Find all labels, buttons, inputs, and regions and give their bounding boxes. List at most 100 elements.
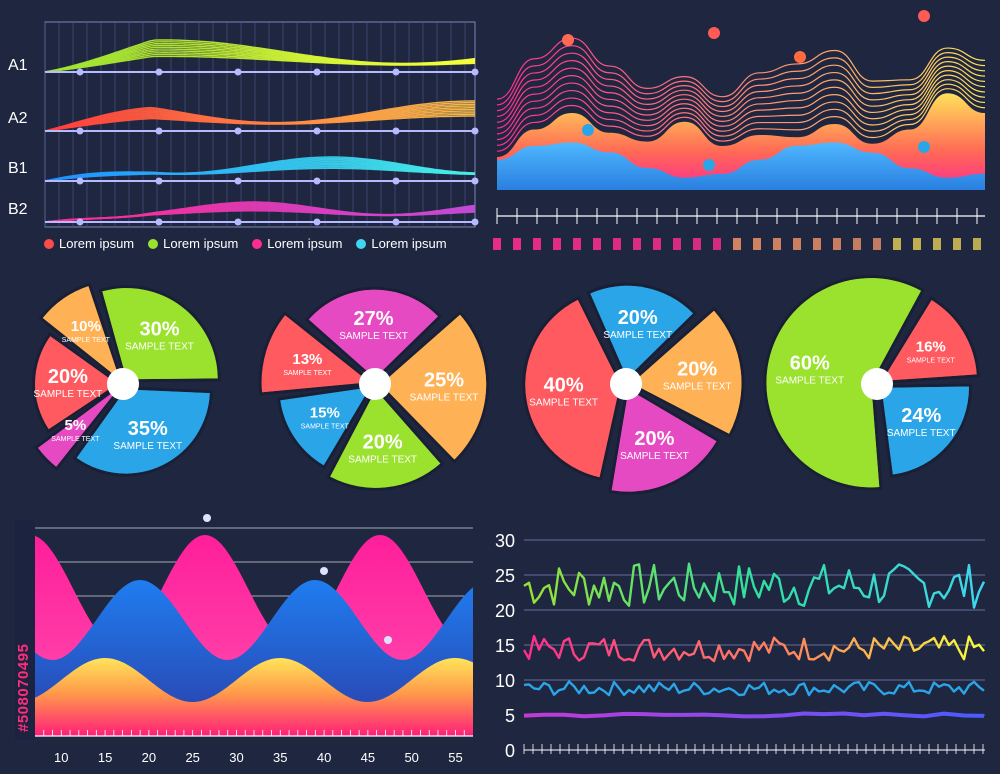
slice-sample-label: SAMPLE TEXT: [283, 370, 332, 377]
scale-bar: [593, 238, 601, 250]
scale-bar: [493, 238, 501, 250]
data-dot: [794, 51, 806, 63]
scale-bar: [533, 238, 541, 250]
contour-line: [496, 83, 986, 147]
x-tick-label: 35: [273, 750, 287, 765]
grid-node: [471, 218, 479, 226]
grid-node: [471, 127, 479, 135]
slice-sample-label: SAMPLE TEXT: [603, 330, 672, 341]
grid-node: [471, 177, 479, 185]
x-tick-label: 15: [98, 750, 112, 765]
ribbon-line: [44, 167, 476, 182]
x-tick-label: 20: [142, 750, 156, 765]
slice-percent-label: 24%: [901, 405, 941, 427]
slice-percent-label: 20%: [48, 366, 88, 388]
pie-center: [107, 368, 139, 400]
x-tick-label: 55: [448, 750, 462, 765]
slice-percent-label: 5%: [65, 417, 87, 434]
legend-item: Lorem ipsum: [252, 236, 342, 251]
slice-sample-label: SAMPLE TEXT: [62, 337, 111, 344]
pie-slice-face: [308, 289, 438, 379]
pie-slice-face: [525, 299, 621, 478]
scale-bar: [653, 238, 661, 250]
data-dot: [320, 567, 328, 575]
pie-slice-face: [766, 278, 921, 488]
pie-slice-face: [330, 389, 441, 488]
category-label: A2: [8, 110, 28, 127]
legend-label: Lorem ipsum: [163, 236, 239, 251]
grid-node: [76, 127, 84, 135]
grid-node: [313, 218, 321, 226]
scale-bar: [873, 238, 881, 250]
y-tick-label: 15: [495, 636, 515, 656]
ribbon-line: [44, 115, 475, 132]
slice-sample-label: SAMPLE TEXT: [113, 441, 182, 452]
grid-node: [155, 218, 163, 226]
legend-label: Lorem ipsum: [267, 236, 343, 251]
data-dot: [384, 636, 392, 644]
legend-dot-icon: [356, 238, 367, 249]
slice-percent-label: 13%: [292, 351, 322, 368]
scale-bar: [813, 238, 821, 250]
contour-line: [496, 79, 986, 141]
ribbon-line: [44, 209, 476, 223]
grid-node: [76, 68, 84, 76]
scale-bar: [513, 238, 521, 250]
slice-sample-label: SAMPLE TEXT: [51, 436, 100, 443]
slice-percent-label: 16%: [916, 338, 946, 355]
slice-sample-label: SAMPLE TEXT: [34, 389, 103, 400]
scale-bar: [853, 238, 861, 250]
ribbon-line: [44, 210, 476, 223]
pie-slice-face: [882, 300, 977, 381]
pie-slice-face: [881, 386, 969, 475]
pie-slice-face: [261, 315, 370, 393]
scale-bar: [733, 238, 741, 250]
grid-node: [313, 127, 321, 135]
scale-bar: [633, 238, 641, 250]
grid-node: [234, 127, 242, 135]
bottom-left-area-chart: 10 15 20 25 30 35 40 45 50 55: [15, 514, 473, 765]
slice-percent-label: 30%: [140, 319, 180, 341]
bottom-right-line-chart: 0 5 10 15 20 25 30: [495, 531, 986, 761]
contour-line: [496, 45, 986, 106]
data-dot: [918, 10, 930, 22]
data-dot: [918, 141, 930, 153]
y-tick-label: 25: [495, 566, 515, 586]
slice-sample-label: SAMPLE TEXT: [620, 451, 689, 462]
y-tick-label: 30: [495, 531, 515, 551]
scale-bar: [893, 238, 901, 250]
slice-sample-label: SAMPLE TEXT: [301, 424, 350, 431]
contour-line: [496, 65, 986, 123]
contour-line: [496, 88, 986, 152]
x-tick-label: 45: [361, 750, 375, 765]
ribbon-legend: Lorem ipsum Lorem ipsum Lorem ipsum Lore…: [44, 236, 447, 251]
category-label: B1: [8, 160, 28, 177]
legend-item: Lorem ipsum: [148, 236, 238, 251]
series-line: [523, 562, 986, 609]
grid-node: [392, 177, 400, 185]
slice-sample-label: SAMPLE TEXT: [907, 357, 956, 364]
x-tick-label: 10: [54, 750, 68, 765]
ribbon-line: [44, 55, 476, 73]
category-label: B2: [8, 201, 28, 218]
slice-percent-label: 27%: [354, 308, 394, 330]
contour-line: [496, 70, 986, 129]
scale-bar: [933, 238, 941, 250]
grid-node: [313, 177, 321, 185]
x-tick-label: 30: [229, 750, 243, 765]
y-tick-label: 5: [505, 706, 515, 726]
slice-percent-label: 20%: [363, 431, 403, 453]
pie-slice-face: [42, 286, 120, 380]
slice-percent-label: 10%: [71, 318, 101, 335]
legend-label: Lorem ipsum: [371, 236, 447, 251]
scale-bar: [553, 238, 561, 250]
data-dot: [708, 27, 720, 39]
grid-node: [234, 68, 242, 76]
pie-slice-face: [76, 389, 210, 474]
scale-bar: [773, 238, 781, 250]
pie-slice-face: [380, 314, 487, 460]
series-line: [523, 680, 985, 697]
y-tick-label: 0: [505, 741, 515, 761]
warm-area: [35, 658, 473, 736]
